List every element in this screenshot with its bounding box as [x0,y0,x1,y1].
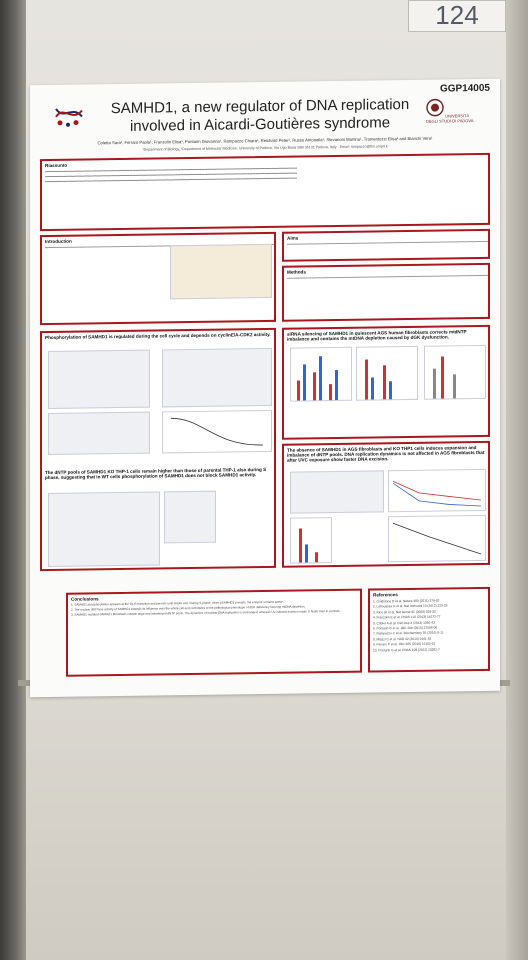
conclusions-box: Conclusions 1. SAMHD1 phosphorylation ap… [66,588,362,677]
poster-code: GGP14005 [439,82,490,95]
reference-item: 10. Pontarin G et al. PNAS 109 (2012) 13… [373,647,440,653]
phosphorylation-box: Phosphorylation of SAMHD1 is regulated d… [40,327,276,572]
introduction-box: Introduction ▬▬▬▬▬▬▬▬▬▬▬▬▬▬▬▬▬▬▬▬▬▬▬▬▬▬▬… [40,231,276,326]
title-line-2: involved in Aicardi-Goutières syndrome [129,114,391,135]
chart-bar [313,372,316,401]
bar-chart-figure [424,344,486,400]
bar-chart-figure [356,345,418,401]
line-series [392,522,482,555]
text-block: ▬▬▬▬▬▬▬▬▬▬▬▬▬▬▬▬▬▬▬▬▬▬▬▬▬▬▬▬▬▬▬▬▬▬▬▬▬▬▬▬… [45,240,276,250]
pathway-diagram [170,243,272,300]
methods-box: Methods ▬▬▬▬▬▬▬▬▬▬▬▬▬▬▬▬▬▬▬▬▬▬▬▬▬▬▬▬▬▬▬▬… [282,262,490,322]
chart-bar [303,364,306,401]
references-box: References 1. Goldstone D et al. Nature … [368,586,490,673]
chart-bar [299,528,302,563]
chart-bar [329,384,332,401]
blot-figure [164,490,216,544]
chart-bar [315,552,318,563]
flow-cytometry-figure [162,347,272,408]
bar-chart-figure [290,346,352,402]
curve-figure [162,409,272,454]
chart-bar [335,369,338,401]
board-frame-left [0,0,26,960]
line-series [392,480,482,507]
board-frame-right [506,0,528,960]
dna-logo-icon [55,108,83,127]
chart-bar [389,381,392,400]
scientific-poster: GGP14005 UNIVERSITÀ DEGLI STUDI DI PADOV… [30,78,500,698]
cell-cycle-figure [48,491,160,568]
sirna-box: siRNA silencing of SAMHD1 in quiescent A… [282,324,490,440]
board-number-sign: 124 [408,0,506,32]
western-blot-figure [48,349,150,410]
blot-figure [48,411,150,456]
blot-figure [290,470,384,514]
aims-box: Aims ▬▬▬▬▬▬▬▬▬▬▬▬▬▬▬▬▬▬▬▬▬▬▬▬▬▬▬▬▬▬▬▬▬▬▬… [282,228,490,262]
text-block: ▬▬▬▬▬▬▬▬▬▬▬▬▬▬▬▬▬▬▬▬▬▬▬▬▬▬▬▬▬▬▬▬▬▬▬▬▬▬▬▬… [287,270,490,280]
absence-heading: The absence of SAMHD1 in AGS fibroblasts… [287,445,485,463]
chart-bar [383,365,386,400]
riassunto-box: Riassunto ▬▬▬▬▬▬▬▬▬▬▬▬▬▬▬▬▬▬▬▬▬▬▬▬▬▬▬▬▬▬… [40,152,490,232]
dntp-pools-heading: The dNTP pools of SAMHD1 KO THP-1 cells … [45,466,267,481]
bar-chart-figure [290,517,332,564]
line-chart-figure [388,468,486,513]
references-heading: References [373,592,398,598]
chart-bar [441,356,444,399]
absence-box: The absence of SAMHD1 in AGS fibroblasts… [282,440,490,568]
line-chart-figure [388,514,486,563]
chart-bar [365,359,368,400]
decay-curve [170,417,264,446]
chart-bar [453,374,456,399]
chart-bar [305,544,308,563]
text-block: ▬▬▬▬▬▬▬▬▬▬▬▬▬▬▬▬▬▬▬▬▬▬▬▬▬▬▬▬▬▬▬▬▬▬▬▬▬▬▬▬… [287,238,490,246]
phosphorylation-heading: Phosphorylation of SAMHD1 is regulated d… [45,331,271,341]
chart-bar [371,377,374,400]
sirna-heading: siRNA silencing of SAMHD1 in quiescent A… [287,329,467,342]
chart-bar [319,356,322,401]
chart-bar [433,368,436,399]
poster-title: SAMHD1, a new regulator of DNA replicati… [90,96,430,137]
university-seal-icon [426,98,444,117]
chart-bar [297,380,300,401]
university-logo: UNIVERSITÀ DEGLI STUDI DI PADOVA [426,97,478,126]
